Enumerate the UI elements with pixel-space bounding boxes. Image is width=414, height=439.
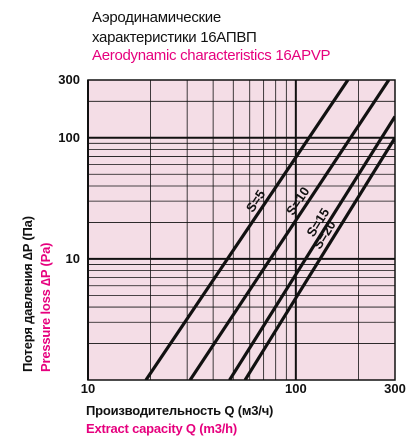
chart-title-ru-line2: характеристики 16АПВП [92,29,257,46]
y-tick-label: 300 [58,72,80,87]
y-axis-label-en: Pressure loss ∆P (Pa) [38,242,53,372]
x-axis-label-ru: Производительность Q (м3/ч) [86,403,274,418]
series-line-s20 [243,136,395,380]
x-tick-label: 100 [285,381,307,396]
series-line-s10 [188,80,391,380]
plot-frame [87,79,396,381]
plot-area [88,80,395,380]
x-axis-label-en: Extract capacity Q (m3/h) [86,421,238,436]
x-tick-label: 10 [81,381,95,396]
chart-title-en: Aerodynamic characteristics 16APVP [92,47,331,64]
y-axis-label-ru: Потеря давления ∆P (Па) [20,216,35,372]
x-tick-label: 300 [384,381,406,396]
y-tick-label: 10 [66,251,80,266]
series-line-s5 [144,80,350,380]
y-tick-label: 100 [58,130,80,145]
series-line-s15 [228,115,395,380]
chart-title-ru-line1: Аэродинамические [92,9,221,26]
